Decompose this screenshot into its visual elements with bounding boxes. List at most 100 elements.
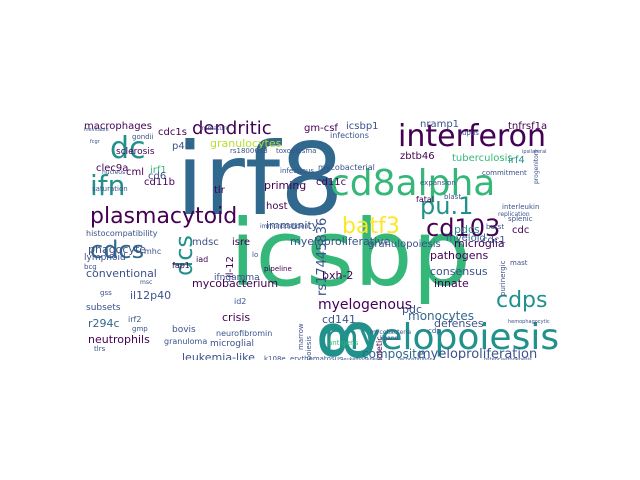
word-myeloproliferative: myeloproliferative xyxy=(290,235,391,248)
word-gss: gss xyxy=(100,289,112,297)
word-gmp: gmp xyxy=(132,325,148,333)
word-infections: infections xyxy=(330,131,369,140)
word-k108e: k108e xyxy=(264,355,286,361)
word-pdc: pdc xyxy=(402,303,423,316)
word-id2: id2 xyxy=(234,297,247,306)
word-cd11b: cd11b xyxy=(144,177,175,188)
word-irf1: irf1 xyxy=(150,165,167,176)
word-nramp1: nramp1 xyxy=(420,120,460,130)
word-icsbp: icsbp xyxy=(230,200,471,307)
word-plasmacytoid: plasmacytoid xyxy=(90,204,238,229)
word-pdcs: pdcs xyxy=(454,223,480,236)
word-defenses: defenses xyxy=(434,317,484,330)
word-interferon: interferon xyxy=(398,120,546,154)
word-composite: composite xyxy=(362,347,425,360)
word-cdps: cdps xyxy=(496,288,548,313)
word-myelopoiesis: myelopoiesis xyxy=(324,317,560,358)
word-monocytes: monocytes xyxy=(408,309,475,323)
word-gondii: gondii xyxy=(132,133,154,141)
word-cd103: cd103 xyxy=(426,214,501,242)
word-cml: cml xyxy=(126,167,145,178)
word-conventional: conventional xyxy=(86,267,157,280)
word-infectious: infectious xyxy=(280,167,315,175)
word-hemophagocytic: hemophagocytic xyxy=(508,319,550,325)
word-macrophages: macrophages xyxy=(84,121,152,132)
word-iad: iad xyxy=(196,255,209,264)
word-mdsc: mdsc xyxy=(192,237,219,248)
word-ifngamma: ifngamma xyxy=(214,273,260,283)
word-rs1800693: rs1800693 xyxy=(230,147,268,155)
word-sclerosis: sclerosis xyxy=(116,147,155,157)
word-cdcs: cdcs xyxy=(90,236,145,264)
word-leukemia-like: leukemia-like xyxy=(182,351,255,360)
word-mycobacteria: mycobacteria xyxy=(370,329,412,336)
word-mhc: mhc xyxy=(144,247,162,256)
word-mycobacterial: mycobacterial xyxy=(318,163,375,172)
word-myeloproliferation: myeloproliferation xyxy=(418,347,538,360)
word-fcgr: fcgr xyxy=(90,139,100,145)
word-pathogens: pathogens xyxy=(430,249,489,262)
word-lymphoid: lymphoid xyxy=(84,253,126,263)
word-cd8alpha: cd8alpha xyxy=(330,163,496,204)
word-subsets: subsets xyxy=(86,303,121,313)
word-neutrophils: neutrophils xyxy=(88,333,150,346)
word-ifn: ifn xyxy=(90,169,126,202)
word-cdc: cdc xyxy=(512,225,530,236)
word-pu1: pu.1 xyxy=(420,192,474,220)
word-nucleus: nucleus xyxy=(102,169,126,176)
word-immunodeficient: immunodeficient xyxy=(260,223,311,230)
word-osteoclastogenesis: osteoclastogenesis xyxy=(484,357,532,361)
word-dc: dc xyxy=(110,131,146,166)
word-p40: p40 xyxy=(172,141,192,152)
word-lo: lo xyxy=(252,251,259,259)
word-tnfrsf1a: tnfrsf1a xyxy=(508,121,548,132)
word-isre: isre xyxy=(232,237,251,248)
word-fatal: fatal xyxy=(416,195,434,204)
word-fap1: fap1 xyxy=(172,261,190,270)
word-ligand: ligand xyxy=(380,335,399,342)
word-il12p40: il12p40 xyxy=(130,289,172,302)
word-msc: msc xyxy=(140,279,153,286)
word-replication: replication xyxy=(498,211,530,218)
word-mycobacterium: mycobacterium xyxy=(192,277,279,290)
word-cd141: cd141 xyxy=(322,313,357,326)
word-lupus: lupus xyxy=(460,129,479,137)
word-antigens: antigens xyxy=(328,339,359,347)
word-reconstitution: reconstitution xyxy=(398,357,433,361)
word-monopoiesis: monopoiesis xyxy=(305,335,313,360)
word-dendritic: dendritic xyxy=(192,120,272,139)
word-r294c: r294c xyxy=(88,317,120,330)
word-mast: mast xyxy=(510,259,528,267)
word-clec9a: clec9a xyxy=(96,163,129,174)
word-cloud: irf8 icsbp irf-8 cd8alpha interferon mye… xyxy=(80,120,560,360)
word-burst: burst xyxy=(486,223,505,231)
word-irf4: irf4 xyxy=(508,155,525,166)
word-immature: immature xyxy=(200,125,230,132)
word-blast: blast xyxy=(444,193,462,201)
word-myeloid: myeloid xyxy=(446,233,486,244)
word-saturation: saturation xyxy=(92,185,128,193)
word-cd11c: cd11c xyxy=(316,177,347,188)
word-irf8: irf8 xyxy=(176,121,344,238)
word-granulocytes: granulocytes xyxy=(210,137,282,150)
word-granulopoiesis: granulopoiesis xyxy=(368,239,441,250)
word-histocompatibility: histocompatibility xyxy=(86,229,158,238)
word-crisis: crisis xyxy=(222,311,251,324)
word-erythematosus: erythematosus xyxy=(290,355,343,361)
word-zbtb46: zbtb46 xyxy=(400,151,435,162)
word-tlr: tlr xyxy=(214,185,225,196)
word-cd6: cd6 xyxy=(148,171,167,182)
word-priming: priming xyxy=(264,179,307,192)
word-microglia: microglia xyxy=(454,237,505,250)
word-cdc1: cdc1 xyxy=(482,235,506,246)
word-host: host xyxy=(266,201,288,212)
word-leukemogenesis: leukemogenesis xyxy=(342,357,383,361)
word-purinergic: purinergic xyxy=(499,260,507,296)
word-pipeline: pipeline xyxy=(264,265,292,273)
word-bxh-2: bxh-2 xyxy=(322,269,354,282)
word-neurofibromin: neurofibromin xyxy=(216,329,273,338)
word-cdp: cdp xyxy=(428,327,441,335)
word-toxoplasma: toxoplasma xyxy=(276,147,317,155)
word-interleukin: interleukin xyxy=(502,203,540,211)
word-bcg: bcg xyxy=(84,263,97,271)
